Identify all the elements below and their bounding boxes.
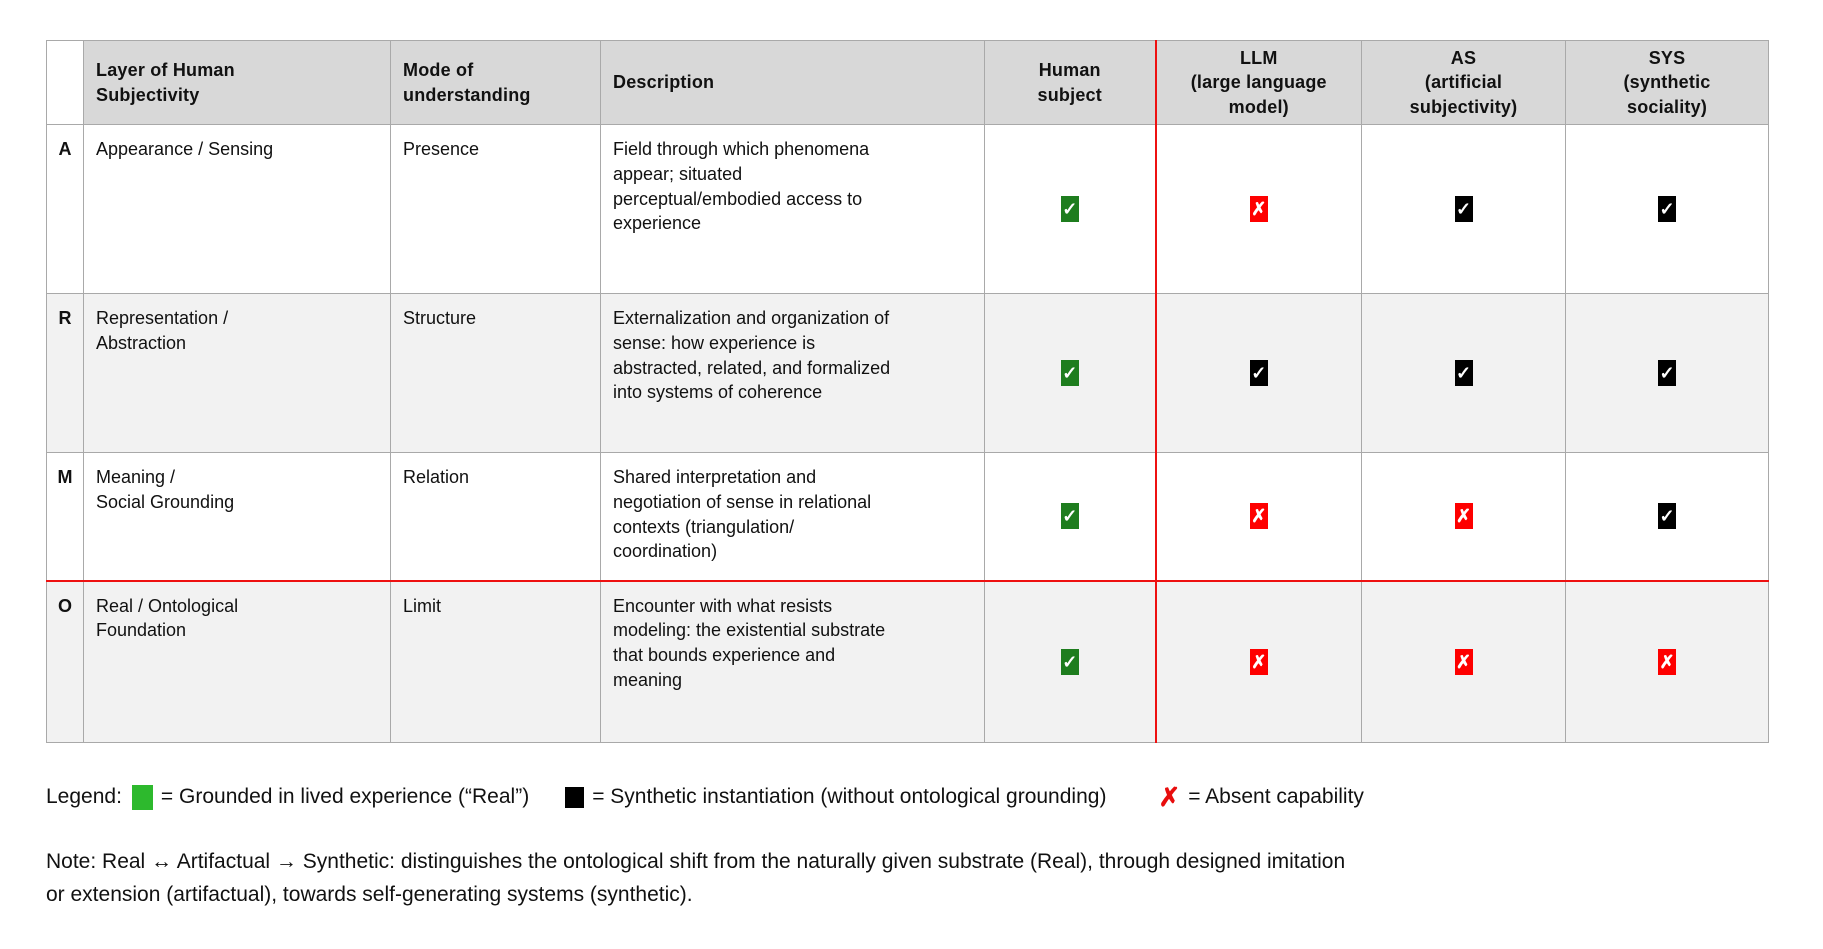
black-check-icon: ✓ bbox=[1658, 360, 1676, 386]
description-cell: Encounter with what resists modeling: th… bbox=[600, 579, 985, 743]
human-mark-cell: ✓ bbox=[984, 293, 1156, 453]
black-check-icon: ✓ bbox=[1658, 196, 1676, 222]
legend-item-synthetic: = Synthetic instantiation (without ontol… bbox=[565, 785, 1106, 809]
green-check-icon: ✓ bbox=[1060, 196, 1079, 222]
note-text: Note: Real ↔ Artifactual → Synthetic: di… bbox=[46, 850, 1346, 906]
llm-mark-cell: ✗ bbox=[1154, 452, 1362, 581]
table-row: A Appearance / Sensing Presence Field th… bbox=[46, 124, 1769, 294]
sys-mark-cell: ✗ bbox=[1565, 579, 1769, 743]
description-cell: Field through which phenomena appear; si… bbox=[600, 124, 985, 294]
header-sys: SYS (synthetic sociality) bbox=[1565, 40, 1769, 125]
black-check-icon: ✓ bbox=[1454, 196, 1473, 222]
table-row: R Representation / Abstraction Structure… bbox=[46, 293, 1769, 453]
layer-cell: Appearance / Sensing bbox=[83, 124, 391, 294]
legend-item-text: = Grounded in lived experience (“Real”) bbox=[160, 785, 530, 808]
llm-mark-cell: ✓ bbox=[1154, 293, 1362, 453]
mode-cell: Presence bbox=[390, 124, 601, 294]
corner-cell bbox=[46, 40, 84, 125]
header-mode: Mode of understanding bbox=[390, 40, 601, 125]
legend-item-grounded: = Grounded in lived experience (“Real”) bbox=[131, 784, 530, 810]
header-layer: Layer of Human Subjectivity bbox=[83, 40, 391, 125]
layer-cell: Meaning / Social Grounding bbox=[83, 452, 391, 581]
description-cell: Shared interpretation and negotiation of… bbox=[600, 452, 985, 581]
mode-cell: Structure bbox=[390, 293, 601, 453]
legend-item-absent: ✗ = Absent capability bbox=[1158, 784, 1364, 810]
table-header-row: Layer of Human Subjectivity Mode of unde… bbox=[46, 40, 1769, 125]
red-x-icon: ✗ bbox=[1454, 648, 1473, 675]
sys-mark-cell: ✓ bbox=[1565, 293, 1769, 453]
legend-item-text: = Absent capability bbox=[1188, 785, 1364, 808]
green-check-icon: ✓ bbox=[1060, 648, 1079, 675]
green-check-icon: ✓ bbox=[1060, 503, 1079, 530]
description-cell: Externalization and organization of sens… bbox=[600, 293, 985, 453]
as-mark-cell: ✗ bbox=[1361, 452, 1566, 581]
header-as: AS (artificial subjectivity) bbox=[1361, 40, 1566, 125]
row-letter: R bbox=[46, 293, 84, 453]
as-mark-cell: ✓ bbox=[1361, 124, 1566, 294]
layer-cell: Real / Ontological Foundation bbox=[83, 579, 391, 743]
table-row: O Real / Ontological Foundation Limit En… bbox=[46, 579, 1769, 743]
layer-cell: Representation / Abstraction bbox=[83, 293, 391, 453]
black-check-icon: ✓ bbox=[1249, 360, 1268, 386]
red-x-icon: ✗ bbox=[1249, 196, 1268, 222]
row-letter: O bbox=[46, 579, 84, 743]
as-mark-cell: ✓ bbox=[1361, 293, 1566, 453]
header-llm: LLM (large language model) bbox=[1154, 40, 1362, 125]
header-human-subject: Human subject bbox=[984, 40, 1156, 125]
human-mark-cell: ✓ bbox=[984, 452, 1156, 581]
mode-cell: Limit bbox=[390, 579, 601, 743]
row-letter: M bbox=[46, 452, 84, 581]
table-row: M Meaning / Social Grounding Relation Sh… bbox=[46, 452, 1769, 581]
black-square-icon bbox=[565, 786, 585, 808]
subjectivity-comparison-table: Layer of Human Subjectivity Mode of unde… bbox=[46, 40, 1769, 743]
legend: Legend: = Grounded in lived experience (… bbox=[46, 780, 1364, 814]
llm-mark-cell: ✗ bbox=[1154, 579, 1362, 743]
red-x-icon: ✗ bbox=[1158, 782, 1181, 812]
mode-cell: Relation bbox=[390, 452, 601, 581]
red-x-icon: ✗ bbox=[1249, 503, 1268, 530]
red-x-icon: ✗ bbox=[1454, 503, 1473, 530]
row-letter: A bbox=[46, 124, 84, 294]
table-body: A Appearance / Sensing Presence Field th… bbox=[46, 124, 1769, 743]
legend-label: Legend: bbox=[46, 785, 122, 808]
red-x-icon: ✗ bbox=[1249, 648, 1268, 675]
green-square-icon bbox=[131, 784, 153, 810]
black-check-icon: ✓ bbox=[1658, 503, 1676, 530]
sys-mark-cell: ✓ bbox=[1565, 124, 1769, 294]
legend-item-text: = Synthetic instantiation (without ontol… bbox=[592, 785, 1107, 808]
llm-mark-cell: ✗ bbox=[1154, 124, 1362, 294]
as-mark-cell: ✗ bbox=[1361, 579, 1566, 743]
header-description: Description bbox=[600, 40, 985, 125]
black-check-icon: ✓ bbox=[1454, 360, 1473, 386]
sys-mark-cell: ✓ bbox=[1565, 452, 1769, 581]
human-mark-cell: ✓ bbox=[984, 579, 1156, 743]
red-x-icon: ✗ bbox=[1658, 648, 1676, 675]
green-check-icon: ✓ bbox=[1060, 360, 1079, 386]
human-mark-cell: ✓ bbox=[984, 124, 1156, 294]
